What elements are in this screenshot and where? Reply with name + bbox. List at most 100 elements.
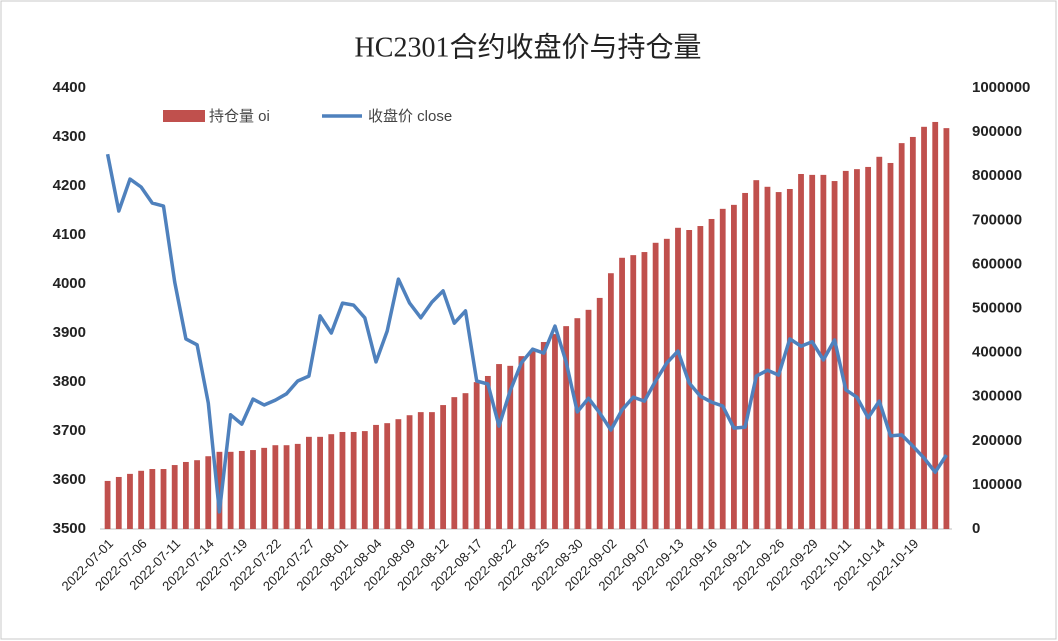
bar bbox=[574, 318, 581, 529]
y2-tick-label: 100000 bbox=[972, 476, 1022, 493]
y2-tick-label: 0 bbox=[972, 520, 980, 537]
bar bbox=[820, 174, 827, 529]
bar bbox=[909, 136, 916, 530]
bar bbox=[138, 470, 145, 529]
bar bbox=[115, 476, 122, 529]
bar bbox=[104, 480, 111, 529]
bar bbox=[227, 451, 234, 529]
legend-label: 收盘价 close bbox=[368, 107, 452, 125]
bar bbox=[652, 242, 659, 529]
y2-tick-label: 1000000 bbox=[972, 79, 1030, 96]
bar bbox=[339, 431, 346, 529]
y2-tick-label: 900000 bbox=[972, 123, 1022, 140]
bar bbox=[563, 326, 570, 529]
bar bbox=[462, 393, 469, 529]
line bbox=[105, 153, 948, 514]
bar bbox=[641, 252, 648, 529]
bar bbox=[127, 473, 133, 529]
bar bbox=[585, 309, 592, 529]
bar bbox=[809, 174, 816, 529]
bar bbox=[272, 445, 279, 529]
y2-tick-label: 400000 bbox=[972, 344, 1022, 361]
bar bbox=[238, 450, 245, 529]
bar bbox=[697, 226, 704, 529]
bar bbox=[429, 412, 435, 529]
bar bbox=[160, 469, 167, 529]
y2-tick-label: 300000 bbox=[972, 388, 1022, 405]
chart-title: HC2301合约收盘价与持仓量 bbox=[355, 31, 702, 63]
bar bbox=[887, 162, 894, 529]
bar bbox=[361, 431, 368, 529]
bar bbox=[786, 188, 793, 529]
bar bbox=[630, 255, 637, 529]
bar bbox=[831, 181, 838, 529]
bar bbox=[865, 166, 872, 529]
bar bbox=[205, 456, 212, 529]
bar bbox=[440, 405, 447, 529]
legend-swatch bbox=[163, 110, 205, 122]
bar bbox=[250, 450, 256, 529]
bar bbox=[406, 415, 413, 529]
bar bbox=[529, 349, 536, 529]
bar bbox=[932, 121, 939, 529]
bar bbox=[417, 412, 424, 529]
bar bbox=[216, 451, 223, 529]
bar bbox=[708, 218, 715, 530]
bar bbox=[552, 334, 558, 529]
bar bbox=[484, 375, 491, 529]
bar bbox=[518, 356, 525, 529]
bar bbox=[842, 170, 849, 529]
y-tick-label: 4000 bbox=[53, 275, 86, 292]
y-tick-label: 3600 bbox=[53, 471, 86, 488]
y2-tick-label: 500000 bbox=[972, 299, 1022, 316]
bar bbox=[294, 443, 301, 529]
y-tick-label: 4100 bbox=[53, 226, 86, 243]
y-tick-label: 4200 bbox=[53, 177, 86, 194]
bar bbox=[149, 469, 156, 529]
y-tick-label: 3900 bbox=[53, 324, 86, 341]
bar bbox=[607, 273, 614, 529]
bar bbox=[663, 238, 670, 529]
bar bbox=[675, 227, 681, 529]
bar bbox=[261, 447, 268, 529]
bar bbox=[507, 365, 514, 529]
bar bbox=[171, 465, 178, 529]
bar bbox=[306, 436, 312, 529]
bar bbox=[876, 156, 883, 529]
bar bbox=[798, 173, 804, 529]
bar bbox=[719, 208, 726, 530]
bar bbox=[742, 192, 748, 529]
bar bbox=[619, 257, 625, 529]
y-tick-label: 4400 bbox=[53, 79, 86, 96]
bar bbox=[898, 143, 905, 529]
bar bbox=[854, 169, 860, 530]
bar bbox=[451, 397, 458, 529]
bar bbox=[753, 180, 760, 529]
bar bbox=[943, 128, 950, 530]
bar bbox=[921, 126, 927, 530]
bar bbox=[328, 434, 335, 529]
bar bbox=[496, 364, 502, 529]
y-tick-label: 3500 bbox=[53, 520, 86, 537]
bar bbox=[182, 461, 189, 529]
bar bbox=[731, 204, 737, 530]
bar bbox=[350, 431, 357, 529]
bar bbox=[283, 445, 290, 529]
bar bbox=[317, 436, 323, 529]
bar bbox=[384, 423, 391, 529]
bar bbox=[194, 460, 200, 529]
bar bbox=[775, 192, 782, 530]
y-tick-label: 3800 bbox=[53, 373, 86, 390]
legend-label: 持仓量 oi bbox=[209, 108, 270, 125]
y-tick-label: 3700 bbox=[53, 422, 86, 439]
y2-tick-label: 200000 bbox=[972, 432, 1022, 449]
bar bbox=[473, 382, 480, 529]
bar bbox=[395, 419, 402, 529]
y2-tick-label: 800000 bbox=[972, 167, 1022, 184]
y-tick-label: 4300 bbox=[53, 128, 86, 145]
bar bbox=[764, 186, 771, 529]
bar bbox=[540, 342, 547, 529]
bar bbox=[373, 424, 379, 529]
